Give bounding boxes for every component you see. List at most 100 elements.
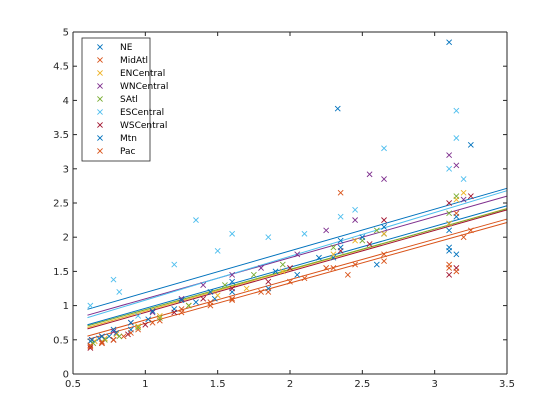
y-tick-label: 1 — [63, 301, 69, 312]
point-escentral — [87, 302, 94, 309]
point-escentral — [116, 289, 123, 295]
fit-line-wscentral — [87, 209, 508, 330]
legend-marker-satl — [97, 96, 103, 102]
point-wscentral — [446, 271, 453, 278]
legend-marker-midatl — [97, 57, 103, 63]
point-escentral — [193, 217, 199, 224]
point-mtn — [446, 227, 453, 234]
x-tick-label: 2.5 — [354, 379, 370, 390]
x-tick-label: 1 — [142, 379, 148, 390]
point-midatl — [258, 289, 264, 295]
point-ne — [334, 105, 341, 112]
point-wscentral — [87, 345, 94, 351]
legend-label: ENCentral — [120, 69, 165, 79]
y-tick-label: 5 — [63, 28, 69, 39]
point-midatl — [381, 258, 387, 265]
point-wscentral — [125, 331, 131, 338]
point-encentral — [279, 268, 286, 275]
point-mtn — [88, 336, 95, 343]
point-satl — [135, 324, 142, 331]
point-pac — [127, 330, 134, 336]
y-tick-label: 0.5 — [53, 335, 69, 346]
point-satl — [116, 333, 123, 340]
point-mtn — [99, 333, 105, 340]
y-tick-label: 4 — [63, 96, 69, 107]
point-encentral — [446, 220, 453, 227]
point-midatl — [460, 234, 467, 241]
legend-label: ESCentral — [120, 108, 164, 118]
point-wscentral — [229, 285, 236, 292]
x-tick-label: 3 — [431, 379, 437, 390]
point-pac — [87, 343, 94, 350]
legend-marker-ne — [97, 44, 103, 50]
point-mtn — [381, 224, 387, 230]
legend-label: WNCentral — [120, 82, 168, 92]
point-wscentral — [142, 321, 149, 328]
point-escentral — [446, 165, 453, 172]
point-wncentral — [178, 295, 185, 302]
point-wncentral — [229, 271, 236, 278]
legend-label: Mtn — [120, 134, 137, 144]
y-tick-label: 2.5 — [53, 199, 69, 210]
point-wncentral — [381, 176, 387, 182]
point-escentral — [453, 107, 460, 114]
y-tick-label: 3.5 — [53, 130, 69, 141]
point-wscentral — [366, 241, 373, 247]
point-ne — [294, 271, 301, 278]
point-pac — [352, 261, 359, 268]
point-ne — [467, 141, 474, 148]
fit-line-mtn — [87, 205, 508, 326]
point-escentral — [135, 312, 142, 319]
point-mtn — [446, 247, 453, 254]
point-satl — [156, 314, 163, 321]
point-escentral — [214, 247, 221, 254]
point-wscentral — [265, 278, 272, 285]
point-wncentral — [200, 282, 207, 288]
point-escentral — [229, 230, 236, 237]
point-mtn — [337, 244, 344, 251]
point-wncentral — [294, 251, 301, 258]
legend-marker-encentral — [97, 70, 103, 76]
fit-line-pac — [87, 218, 508, 337]
point-mtn — [178, 297, 185, 304]
point-wncentral — [149, 309, 156, 316]
point-mtn — [207, 289, 214, 295]
point-pac — [330, 265, 337, 271]
point-midatl — [287, 278, 293, 285]
point-escentral — [171, 261, 178, 268]
legend-label: SAtl — [120, 95, 138, 105]
point-encentral — [156, 312, 163, 319]
point-pac — [207, 299, 214, 306]
point-midatl — [156, 317, 163, 324]
point-mtn — [149, 308, 156, 314]
point-wncentral — [460, 196, 467, 203]
point-pac — [301, 275, 308, 282]
x-tick-label: 1.5 — [210, 379, 226, 390]
point-midatl — [337, 189, 344, 196]
point-encentral — [214, 292, 221, 299]
point-escentral — [381, 145, 387, 152]
point-pac — [265, 289, 272, 295]
point-escentral — [352, 206, 359, 213]
point-wncentral — [352, 217, 359, 224]
point-ne — [106, 333, 113, 340]
point-pac — [381, 251, 387, 258]
point-encentral — [330, 251, 337, 258]
point-satl — [221, 282, 228, 288]
point-pac — [110, 336, 117, 343]
y-tick-label: 0 — [63, 370, 69, 381]
point-wncentral — [453, 162, 460, 169]
point-ne — [193, 299, 199, 306]
point-ne — [145, 316, 152, 323]
point-encentral — [243, 285, 250, 292]
point-midatl — [229, 297, 236, 304]
point-encentral — [135, 323, 142, 330]
point-ne — [446, 39, 453, 46]
point-mtn — [359, 234, 366, 241]
legend-box — [81, 37, 151, 162]
legend: NE MidAtl ENCentral WNCentral SAtl ESCentral W… — [81, 37, 168, 162]
point-pac — [453, 268, 460, 275]
point-wscentral — [467, 193, 474, 200]
y-tick-label: 4.5 — [53, 62, 69, 73]
